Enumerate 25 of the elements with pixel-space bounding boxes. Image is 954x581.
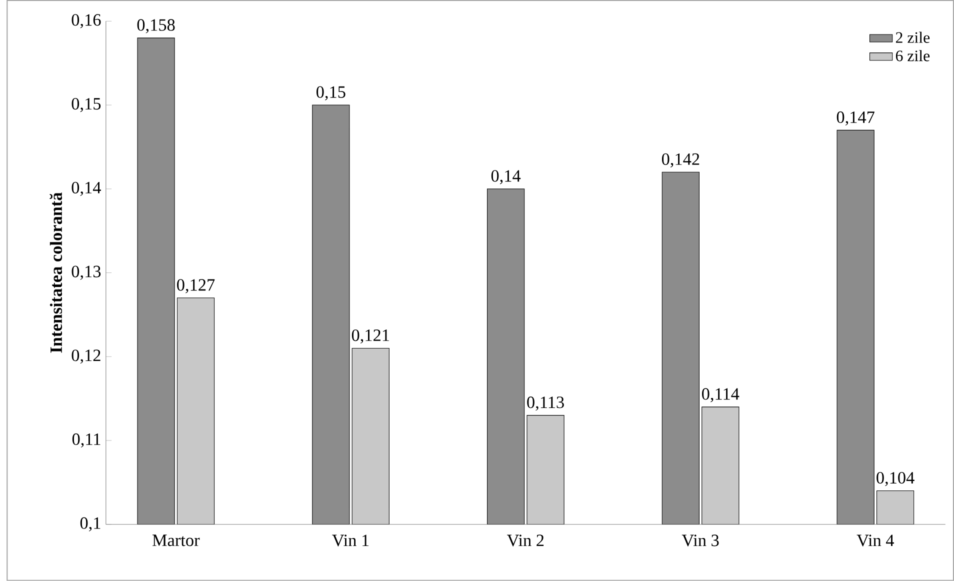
data-label: 0,142 bbox=[662, 153, 700, 168]
y-tick-label: 0,11 bbox=[72, 433, 100, 448]
y-tick-label: 0,12 bbox=[72, 350, 100, 364]
data-label: 0,121 bbox=[352, 329, 389, 344]
legend-label: 6 zile bbox=[896, 50, 930, 62]
data-label: 0,158 bbox=[137, 19, 175, 34]
x-tick-label: Vin 2 bbox=[507, 534, 544, 546]
x-tick-label: Vin 1 bbox=[332, 534, 369, 546]
y-tick-label: 0,1 bbox=[80, 517, 100, 532]
x-tick-label: Martor bbox=[152, 534, 200, 546]
y-tick-label: 0,16 bbox=[72, 14, 101, 28]
y-axis-title: Intensitatea colorantă bbox=[50, 192, 62, 353]
legend-label: 2 zile bbox=[896, 32, 930, 43]
data-label: 0,127 bbox=[177, 279, 215, 294]
data-label: 0,113 bbox=[527, 396, 564, 411]
x-tick-label: Vin 4 bbox=[856, 534, 894, 546]
y-tick-label: 0,14 bbox=[72, 182, 101, 196]
x-tick-label: Vin 3 bbox=[682, 534, 719, 546]
y-tick-label: 0,15 bbox=[72, 98, 101, 112]
data-label: 0,147 bbox=[836, 111, 874, 126]
data-label: 0,114 bbox=[702, 388, 740, 402]
data-label: 0,15 bbox=[316, 86, 346, 100]
y-tick-label: 0,13 bbox=[72, 266, 101, 280]
data-label: 0,14 bbox=[491, 170, 521, 184]
data-label: 0,104 bbox=[876, 472, 914, 486]
